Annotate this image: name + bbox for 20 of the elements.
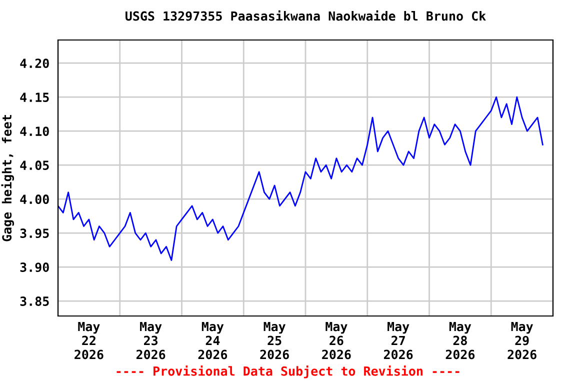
y-tick-label: 4.00 <box>20 194 49 204</box>
y-tick-label: 4.15 <box>20 92 49 102</box>
x-tick-label: May 22 2026 <box>74 322 104 360</box>
x-tick-label: May 27 2026 <box>384 322 413 360</box>
y-tick-label: 3.90 <box>20 262 49 272</box>
x-tick-label: May 26 2026 <box>322 322 351 360</box>
y-tick-label: 3.85 <box>20 296 49 306</box>
line-series <box>58 96 544 261</box>
y-tick-label: 3.95 <box>20 228 49 238</box>
x-tick-label: May 25 2026 <box>260 322 289 360</box>
chart-title: USGS 13297355 Paasasikwana Naokwaide bl Bruno Ck <box>126 10 486 21</box>
y-tick-label: 4.05 <box>20 160 49 170</box>
x-tick-label: May 24 2026 <box>198 322 228 360</box>
y-axis-title: Gage height, feet <box>1 115 14 242</box>
x-tick-label: May 29 2026 <box>508 322 536 360</box>
x-tick-label: May 28 2026 <box>446 322 475 360</box>
x-tick-label: May 23 2026 <box>136 322 166 360</box>
text: ---- Provisional Data Subject to Revision ---- <box>116 365 460 378</box>
y-tick-label: 4.20 <box>20 58 49 68</box>
y-tick-label: 4.10 <box>20 126 49 136</box>
